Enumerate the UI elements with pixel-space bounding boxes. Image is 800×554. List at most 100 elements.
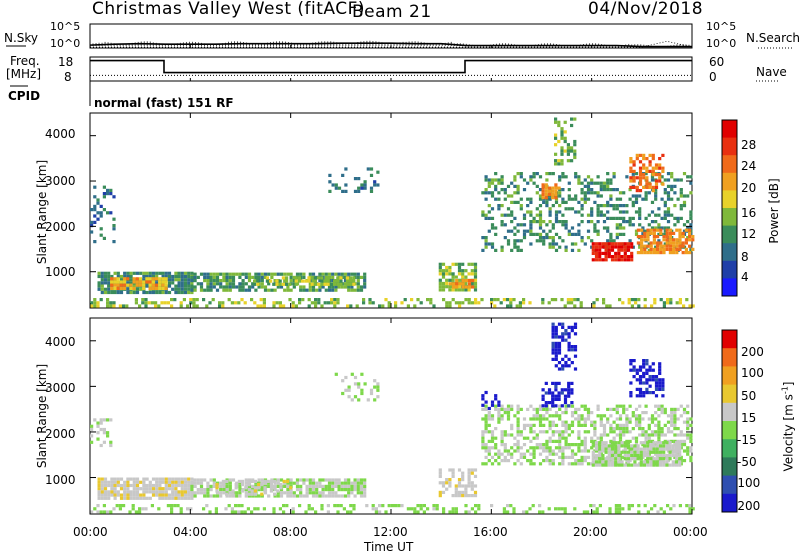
data-cell: [331, 272, 335, 276]
data-cell: [654, 378, 659, 382]
data-cell: [655, 441, 659, 445]
cpid-text: normal (fast) 151 RF: [94, 96, 234, 110]
data-cell: [487, 216, 491, 220]
data-cell: [199, 282, 204, 286]
data-cell: [224, 507, 228, 511]
data-cell: [96, 198, 100, 202]
data-cell: [458, 304, 462, 308]
data-cell: [122, 277, 127, 281]
data-cell: [304, 279, 308, 283]
data-cell: [510, 248, 514, 252]
data-cell: [566, 143, 570, 147]
data-cell: [110, 274, 114, 279]
data-cell: [429, 301, 433, 305]
data-cell: [195, 304, 199, 308]
data-cell: [563, 397, 568, 401]
data-cell: [116, 280, 120, 284]
data-cell: [176, 504, 180, 508]
data-cell: [561, 188, 565, 192]
data-cell: [260, 488, 264, 492]
data-cell: [347, 488, 351, 492]
data-cell: [629, 160, 633, 164]
data-cell: [622, 232, 626, 236]
data-cell: [681, 251, 685, 255]
data-cell: [625, 430, 629, 434]
data-cell: [244, 481, 248, 485]
data-cell: [470, 471, 474, 475]
data-cell: [219, 279, 223, 283]
data-cell: [203, 275, 207, 279]
data-cell: [116, 490, 120, 494]
data-cell: [678, 444, 682, 448]
data-cell: [631, 245, 635, 249]
data-cell: [438, 494, 442, 498]
data-cell: [457, 478, 462, 482]
data-cell: [247, 479, 251, 483]
data-cell: [199, 488, 204, 492]
data-cell: [345, 276, 349, 280]
data-cell: [630, 453, 634, 458]
data-cell: [305, 491, 309, 495]
data-cell: [337, 186, 342, 190]
data-cell: [560, 149, 564, 153]
data-cell: [464, 484, 468, 488]
data-cell: [551, 196, 555, 200]
data-cell: [554, 452, 559, 456]
data-cell: [174, 274, 178, 279]
data-cell: [650, 430, 655, 434]
data-cell: [684, 251, 688, 255]
data-cell: [363, 186, 367, 190]
data-cell: [570, 232, 575, 236]
data-cell: [577, 446, 581, 450]
data-cell: [583, 443, 587, 447]
data-cell: [203, 272, 207, 276]
data-cell: [190, 481, 194, 485]
data-cell: [590, 188, 594, 192]
data-cell: [558, 446, 562, 450]
station-title: Christmas Valley West (fitACF): [92, 0, 366, 19]
data-cell: [583, 436, 587, 440]
data-cell: [647, 248, 651, 252]
data-cell: [142, 283, 146, 287]
data-cell: [324, 484, 328, 488]
data-cell: [275, 282, 279, 286]
data-cell: [570, 462, 575, 466]
data-cell: [656, 235, 660, 239]
data-cell: [684, 247, 688, 251]
data-cell: [276, 491, 280, 495]
data-cell: [629, 185, 633, 189]
data-cell: [646, 441, 650, 445]
data-cell: [644, 411, 648, 415]
data-cell: [607, 463, 611, 467]
data-cell: [650, 417, 655, 421]
data-cell: [516, 245, 520, 249]
data-cell: [339, 282, 343, 286]
data-cell: [580, 181, 584, 185]
data-cell: [490, 181, 495, 185]
data-cell: [512, 298, 516, 302]
data-cell: [591, 453, 595, 458]
data-cell: [497, 400, 501, 404]
data-cell: [112, 224, 116, 228]
data-cell: [538, 197, 543, 201]
data-cell: [500, 220, 504, 224]
data-cell: [438, 272, 442, 276]
data-cell: [97, 493, 101, 497]
data-cell: [113, 487, 117, 491]
data-cell: [599, 423, 603, 427]
data-cell: [622, 216, 626, 220]
data-cell: [212, 478, 216, 482]
data-cell: [158, 477, 162, 481]
data-cell: [614, 258, 618, 262]
data-cell: [679, 178, 683, 182]
data-cell: [551, 242, 555, 246]
data-cell: [93, 208, 97, 212]
data-cell: [283, 279, 287, 283]
data-cell: [671, 444, 675, 448]
data-cell: [219, 481, 223, 485]
data-cell: [522, 178, 527, 182]
data-cell: [686, 452, 690, 456]
data-cell: [180, 274, 184, 279]
data-cell: [658, 457, 663, 461]
data-cell: [183, 271, 188, 275]
